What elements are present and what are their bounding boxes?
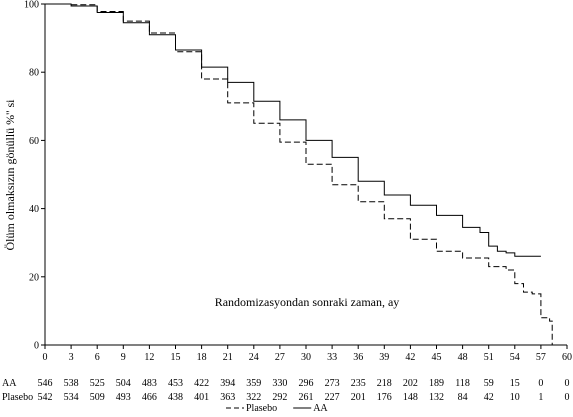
risk-value: 546	[38, 378, 53, 389]
y-tick-label: 20	[29, 272, 39, 283]
risk-value: 273	[325, 378, 340, 389]
risk-value: 201	[351, 392, 366, 403]
x-axis-title: Randomizasyondan sonraki zaman, ay	[215, 295, 400, 309]
x-tick-label: 12	[144, 352, 154, 363]
risk-value: 394	[220, 378, 235, 389]
risk-value: 363	[220, 392, 235, 403]
x-tick-label: 15	[171, 352, 181, 363]
y-tick-label: 80	[29, 68, 39, 79]
risk-value: 176	[377, 392, 392, 403]
risk-value: 235	[351, 378, 366, 389]
risk-value: 0	[565, 392, 570, 403]
risk-value: 509	[90, 392, 105, 403]
x-tick-label: 57	[536, 352, 546, 363]
risk-value: 148	[403, 392, 418, 403]
risk-value: 0	[565, 378, 570, 389]
risk-value: 189	[429, 378, 444, 389]
risk-value: 438	[168, 392, 183, 403]
y-tick-label: 60	[29, 136, 39, 147]
x-tick-label: 24	[249, 352, 259, 363]
x-tick-label: 54	[510, 352, 520, 363]
x-tick-label: 36	[353, 352, 363, 363]
risk-value: 466	[142, 392, 157, 403]
x-tick-label: 42	[405, 352, 415, 363]
risk-value: 42	[484, 392, 494, 403]
x-tick-label: 9	[121, 352, 126, 363]
series-line-aa	[45, 3, 541, 257]
risk-value: 534	[64, 392, 79, 403]
risk-value: 202	[403, 378, 418, 389]
y-tick-label: 40	[29, 204, 39, 215]
risk-row-label: Plasebo	[2, 392, 33, 403]
ticks: 0 3 6 9 12 15 18 21 24 27 30 33 36 39 42 45 48 51 54 57 6002…	[24, 0, 572, 363]
risk-value: 10	[510, 392, 520, 403]
risk-value: 218	[377, 378, 392, 389]
risk-value: 483	[142, 378, 157, 389]
x-tick-label: 0	[43, 352, 48, 363]
x-tick-label: 21	[223, 352, 233, 363]
risk-value: 401	[194, 392, 209, 403]
risk-value: 227	[325, 392, 340, 403]
x-tick-label: 48	[458, 352, 468, 363]
risk-value: 0	[538, 378, 543, 389]
risk-value: 525	[90, 378, 105, 389]
risk-value: 84	[458, 392, 468, 403]
x-tick-label: 39	[379, 352, 389, 363]
y-axis-title: Ölüm olmaksızın gönüllü %'' si	[3, 99, 17, 251]
risk-value: 292	[272, 392, 287, 403]
risk-value: 132	[429, 392, 444, 403]
risk-value: 1	[538, 392, 543, 403]
risk-value: 15	[510, 378, 520, 389]
x-tick-label: 45	[432, 352, 442, 363]
risk-value: 453	[168, 378, 183, 389]
risk-value: 261	[299, 392, 314, 403]
x-tick-label: 30	[301, 352, 311, 363]
risk-value: 330	[272, 378, 287, 389]
risk-value: 118	[455, 378, 470, 389]
x-tick-label: 33	[327, 352, 337, 363]
x-tick-label: 27	[275, 352, 285, 363]
x-tick-label: 3	[69, 352, 74, 363]
risk-value: 296	[299, 378, 314, 389]
y-tick-label: 0	[34, 341, 39, 352]
series-line-plasebo	[45, 3, 553, 345]
series-layer	[45, 3, 553, 345]
risk-value: 59	[484, 378, 494, 389]
x-tick-label: 6	[95, 352, 100, 363]
x-tick-label: 60	[562, 352, 572, 363]
risk-value: 538	[64, 378, 79, 389]
risk-row-label: AA	[2, 378, 17, 389]
x-tick-label: 18	[197, 352, 207, 363]
risk-value: 493	[116, 392, 131, 403]
risk-value: 504	[116, 378, 131, 389]
risk-value: 322	[246, 392, 261, 403]
y-tick-label: 100	[24, 0, 39, 11]
legend: Plasebo AA	[226, 403, 328, 414]
risk-value: 359	[246, 378, 261, 389]
axes	[44, 4, 567, 346]
risk-value: 422	[194, 378, 209, 389]
risk-table: AA 546 538 525 504 483 453 422 394 359 330 296 273 23…	[2, 378, 570, 403]
legend-label: Plasebo	[246, 403, 277, 414]
x-tick-label: 51	[484, 352, 494, 363]
legend-label: AA	[313, 403, 328, 414]
risk-value: 542	[38, 392, 53, 403]
